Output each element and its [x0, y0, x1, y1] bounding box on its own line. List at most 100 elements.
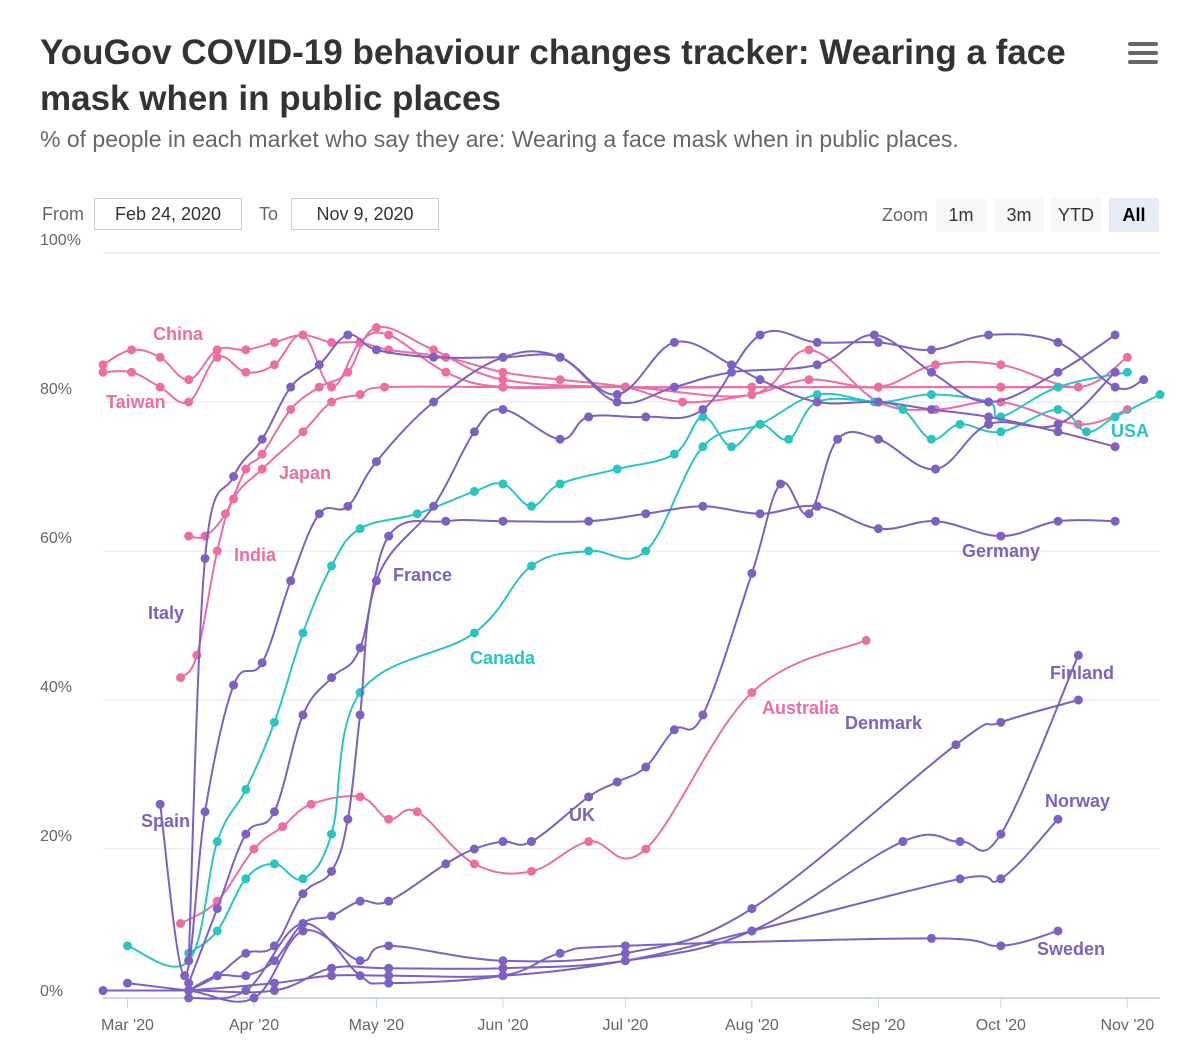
data-point-spain[interactable]	[812, 360, 822, 370]
data-point-italy[interactable]	[200, 553, 210, 563]
data-point-france[interactable]	[298, 889, 308, 899]
data-point-sweden[interactable]	[355, 971, 365, 981]
data-point-canada[interactable]	[1053, 382, 1063, 392]
data-point-india[interactable]	[355, 390, 365, 400]
data-point-spain[interactable]	[1110, 330, 1120, 340]
data-point-france[interactable]	[469, 427, 479, 437]
data-point-denmark[interactable]	[298, 926, 308, 936]
data-point-uk[interactable]	[241, 971, 251, 981]
data-point-usa[interactable]	[527, 501, 537, 511]
data-point-denmark[interactable]	[996, 717, 1006, 727]
data-point-france[interactable]	[343, 814, 353, 824]
data-point-france[interactable]	[584, 412, 594, 422]
data-point-usa[interactable]	[555, 479, 565, 489]
data-point-france[interactable]	[698, 404, 708, 414]
data-point-taiwan[interactable]	[747, 390, 757, 400]
data-point-canada[interactable]	[527, 561, 537, 571]
data-point-italy[interactable]	[984, 412, 994, 422]
data-point-denmark[interactable]	[951, 740, 961, 750]
data-point-denmark[interactable]	[1073, 695, 1083, 705]
data-point-usa[interactable]	[1082, 427, 1092, 437]
data-point-usa[interactable]	[612, 464, 622, 474]
data-point-italy[interactable]	[257, 434, 267, 444]
data-point-france[interactable]	[355, 710, 365, 720]
data-point-finland[interactable]	[327, 963, 337, 973]
data-point-sweden[interactable]	[298, 919, 308, 928]
data-point-denmark[interactable]	[498, 956, 508, 966]
data-point-india[interactable]	[747, 382, 757, 392]
data-point-germany[interactable]	[298, 710, 308, 720]
data-point-uk[interactable]	[212, 971, 222, 981]
data-point-canada[interactable]	[469, 628, 479, 638]
data-point-india[interactable]	[212, 546, 222, 556]
zoom-3m-button[interactable]: 3m	[994, 198, 1044, 232]
data-point-uk[interactable]	[833, 434, 843, 444]
data-point-germany[interactable]	[996, 531, 1006, 541]
data-point-usa[interactable]	[669, 449, 679, 459]
data-point-spain[interactable]	[498, 352, 508, 362]
data-point-denmark[interactable]	[747, 904, 757, 914]
data-point-uk[interactable]	[804, 509, 814, 519]
data-point-usa[interactable]	[1155, 390, 1165, 400]
data-point-germany[interactable]	[698, 501, 708, 511]
data-point-china[interactable]	[155, 352, 165, 362]
data-point-france[interactable]	[926, 345, 936, 355]
data-point-australia[interactable]	[527, 866, 537, 876]
data-point-canada[interactable]	[327, 829, 337, 839]
data-point-china[interactable]	[555, 375, 565, 385]
data-point-france[interactable]	[1110, 382, 1120, 392]
data-point-india[interactable]	[996, 382, 1006, 392]
data-point-germany[interactable]	[241, 829, 251, 839]
data-point-canada[interactable]	[698, 442, 708, 452]
data-point-france[interactable]	[371, 576, 381, 586]
data-point-germany[interactable]	[584, 516, 594, 526]
data-point-uk[interactable]	[384, 896, 394, 906]
data-point-norway[interactable]	[1053, 814, 1063, 824]
data-point-germany[interactable]	[931, 516, 941, 526]
data-point-france[interactable]	[429, 501, 439, 511]
data-point-italy[interactable]	[873, 397, 883, 407]
data-point-japan[interactable]	[286, 404, 296, 414]
data-point-sweden[interactable]	[498, 971, 508, 981]
data-point-canada[interactable]	[755, 419, 765, 429]
data-point-france[interactable]	[1053, 337, 1063, 347]
data-point-australia[interactable]	[641, 844, 651, 854]
data-point-norway[interactable]	[384, 971, 394, 981]
data-point-finland[interactable]	[955, 837, 965, 847]
data-point-finland[interactable]	[384, 963, 394, 973]
data-point-china[interactable]	[127, 345, 137, 355]
data-point-uk[interactable]	[527, 837, 537, 847]
data-point-spain[interactable]	[229, 680, 239, 690]
data-point-usa[interactable]	[784, 434, 794, 444]
data-point-canada[interactable]	[241, 874, 251, 884]
data-point-spain[interactable]	[555, 352, 565, 362]
data-point-france[interactable]	[812, 337, 822, 347]
data-point-usa[interactable]	[412, 509, 422, 519]
data-point-china[interactable]	[98, 360, 108, 370]
data-point-sweden[interactable]	[555, 948, 565, 958]
data-point-germany[interactable]	[441, 516, 451, 526]
data-point-canada[interactable]	[584, 546, 594, 556]
data-point-germany[interactable]	[355, 643, 365, 653]
data-point-usa[interactable]	[298, 628, 308, 638]
data-point-uk[interactable]	[1110, 367, 1120, 377]
data-point-taiwan[interactable]	[241, 367, 251, 377]
data-point-usa[interactable]	[212, 837, 222, 847]
data-point-india[interactable]	[298, 427, 308, 437]
data-point-denmark[interactable]	[384, 941, 394, 951]
data-point-uk[interactable]	[698, 710, 708, 720]
data-point-japan[interactable]	[429, 345, 439, 355]
data-point-taiwan[interactable]	[127, 367, 137, 377]
data-point-norway[interactable]	[955, 874, 965, 884]
data-point-spain[interactable]	[612, 397, 622, 407]
data-point-australia[interactable]	[747, 688, 757, 698]
data-point-usa[interactable]	[1110, 412, 1120, 422]
data-point-usa[interactable]	[1053, 404, 1063, 414]
data-point-india[interactable]	[176, 673, 186, 683]
data-point-france[interactable]	[327, 866, 337, 876]
data-point-uk[interactable]	[931, 464, 941, 474]
data-point-france[interactable]	[984, 330, 994, 340]
data-point-spain[interactable]	[180, 971, 190, 981]
data-point-spain[interactable]	[869, 330, 879, 340]
data-point-china[interactable]	[241, 345, 251, 355]
